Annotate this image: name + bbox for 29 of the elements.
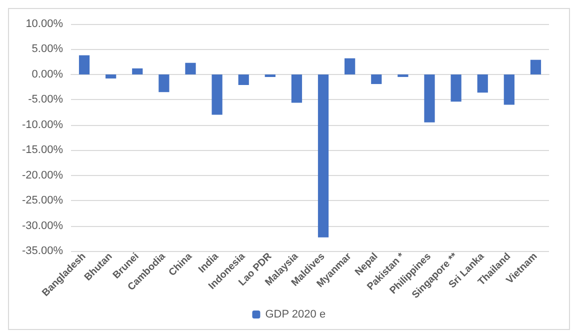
y-tick-label: 5.00% — [32, 43, 64, 56]
bar — [132, 68, 143, 74]
bar — [212, 74, 222, 115]
y-tick-label: -15.00% — [22, 144, 64, 156]
bar — [477, 74, 488, 93]
bar — [371, 74, 382, 84]
y-tick-label: -30.00% — [22, 220, 64, 232]
bar — [530, 60, 542, 74]
bar — [424, 74, 435, 122]
bar — [504, 74, 514, 105]
bar — [318, 74, 329, 238]
bar — [78, 55, 90, 74]
bar — [344, 58, 356, 74]
bar — [398, 74, 408, 77]
bar — [291, 74, 302, 103]
bar — [158, 74, 170, 92]
y-tick-label: -20.00% — [22, 169, 64, 182]
y-tick-label: -35.00% — [22, 245, 64, 257]
bar — [106, 74, 116, 78]
bar — [450, 74, 462, 102]
bar — [264, 74, 276, 77]
y-tick-label: -25.00% — [22, 194, 64, 207]
y-tick-label: -5.00% — [28, 94, 64, 106]
legend-label: GDP 2020 e — [265, 308, 326, 320]
y-tick-label: 10.00% — [26, 18, 64, 30]
y-tick-label: -10.00% — [22, 118, 64, 131]
bar — [185, 62, 196, 74]
y-tick-label: 0.00% — [32, 68, 64, 80]
bar — [238, 74, 249, 86]
